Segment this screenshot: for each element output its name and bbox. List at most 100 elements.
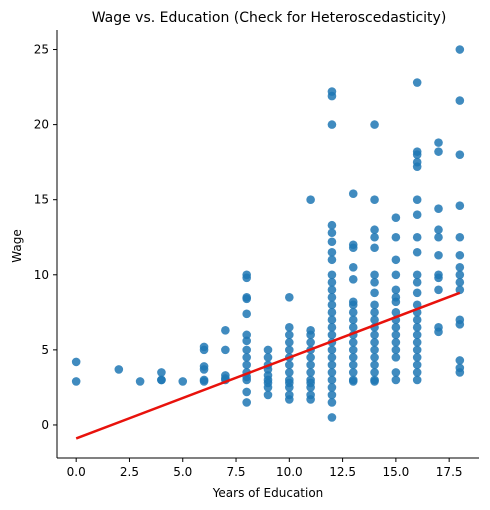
scatter-point (370, 308, 379, 317)
scatter-point (455, 150, 465, 159)
y-tick-label: 20 (34, 118, 49, 132)
scatter-point (412, 375, 422, 385)
scatter-point (285, 338, 294, 347)
scatter-point (242, 273, 251, 283)
scatter-point (391, 270, 401, 280)
scatter-point (348, 377, 358, 386)
scatter-point (412, 288, 422, 298)
scatter-point (327, 255, 337, 265)
scatter-point (391, 255, 401, 265)
scatter-point (455, 320, 465, 329)
scatter-point (370, 368, 379, 377)
scatter-point (434, 138, 443, 147)
x-tick-label: 7.5 (226, 465, 245, 479)
scatter-point (391, 232, 401, 242)
scatter-point (348, 353, 358, 362)
scatter-point (157, 375, 166, 385)
scatter-point (412, 162, 422, 171)
scatter-point (434, 327, 443, 337)
scatter-point (370, 120, 379, 129)
scatter-point (370, 338, 379, 347)
scatter-point (306, 330, 315, 340)
scatter-point (285, 395, 294, 404)
scatter-point (263, 383, 273, 392)
scatter-point (285, 323, 294, 332)
scatter-point (412, 247, 422, 257)
scatter-point (412, 78, 422, 87)
x-tick-label: 10.0 (276, 465, 303, 479)
y-tick-label: 5 (41, 343, 49, 357)
scatter-point (263, 345, 273, 355)
scatter-point (412, 353, 422, 362)
scatter-point (370, 315, 379, 325)
scatter-point (412, 330, 422, 340)
x-axis-label: Years of Education (212, 486, 324, 500)
scatter-point (178, 377, 188, 386)
scatter-point (71, 357, 81, 367)
scatter-point (412, 360, 422, 370)
scatter-point (348, 360, 358, 370)
x-tick-label: 0.0 (67, 465, 86, 479)
scatter-point (391, 213, 401, 223)
scatter-point (327, 323, 337, 332)
scatter-point (135, 377, 145, 386)
scatter-point (370, 195, 379, 204)
scatter-point (434, 147, 443, 156)
scatter-point (455, 285, 465, 295)
scatter-point (327, 315, 337, 325)
scatter-point (348, 323, 358, 332)
scatter-point (199, 377, 209, 386)
scatter-point (242, 345, 251, 355)
scatter-point (391, 345, 401, 355)
scatter-point (285, 345, 294, 355)
scatter-point (327, 330, 337, 340)
scatter-point (455, 232, 465, 242)
y-tick-label: 25 (34, 43, 49, 57)
scatter-point (327, 383, 337, 392)
scatter-point (327, 91, 337, 101)
scatter-point (370, 243, 379, 253)
scatter-point (412, 315, 422, 325)
scatter-point (455, 356, 465, 365)
scatter-point (370, 232, 379, 242)
scatter-point (434, 232, 443, 242)
scatter-point (306, 338, 315, 347)
scatter-point (327, 413, 337, 422)
y-axis-label: Wage (10, 229, 24, 262)
scatter-point (327, 220, 337, 230)
scatter-point (71, 377, 81, 386)
scatter-point (348, 300, 358, 310)
scatter-point (412, 232, 422, 242)
scatter-point (391, 323, 401, 332)
scatter-point (327, 228, 337, 238)
scatter-point (434, 285, 443, 295)
scatter-point (434, 225, 443, 235)
scatter-point (263, 390, 273, 400)
scatter-point (327, 247, 337, 257)
scatter-point (391, 368, 401, 377)
scatter-point (306, 383, 315, 392)
scatter-point (348, 308, 358, 317)
scatter-point (306, 360, 315, 370)
scatter-point (327, 390, 337, 400)
scatter-point (242, 398, 251, 407)
scatter-point (327, 375, 337, 385)
scatter-point (327, 293, 337, 302)
scatter-point (370, 270, 379, 280)
y-tick-label: 10 (34, 268, 49, 282)
scatter-point (242, 360, 251, 370)
scatter-point (391, 338, 401, 347)
scatter-point (306, 353, 315, 362)
scatter-point (348, 262, 358, 272)
scatter-point (157, 368, 166, 377)
scatter-point (455, 201, 465, 211)
scatter-point (348, 338, 358, 347)
scatter-point (327, 360, 337, 370)
scatter-point (412, 150, 422, 159)
scatter-point (242, 387, 251, 397)
scatter-point (306, 368, 315, 377)
scatter-point (412, 270, 422, 280)
scatter-point (306, 195, 315, 204)
scatter-point (412, 195, 422, 204)
